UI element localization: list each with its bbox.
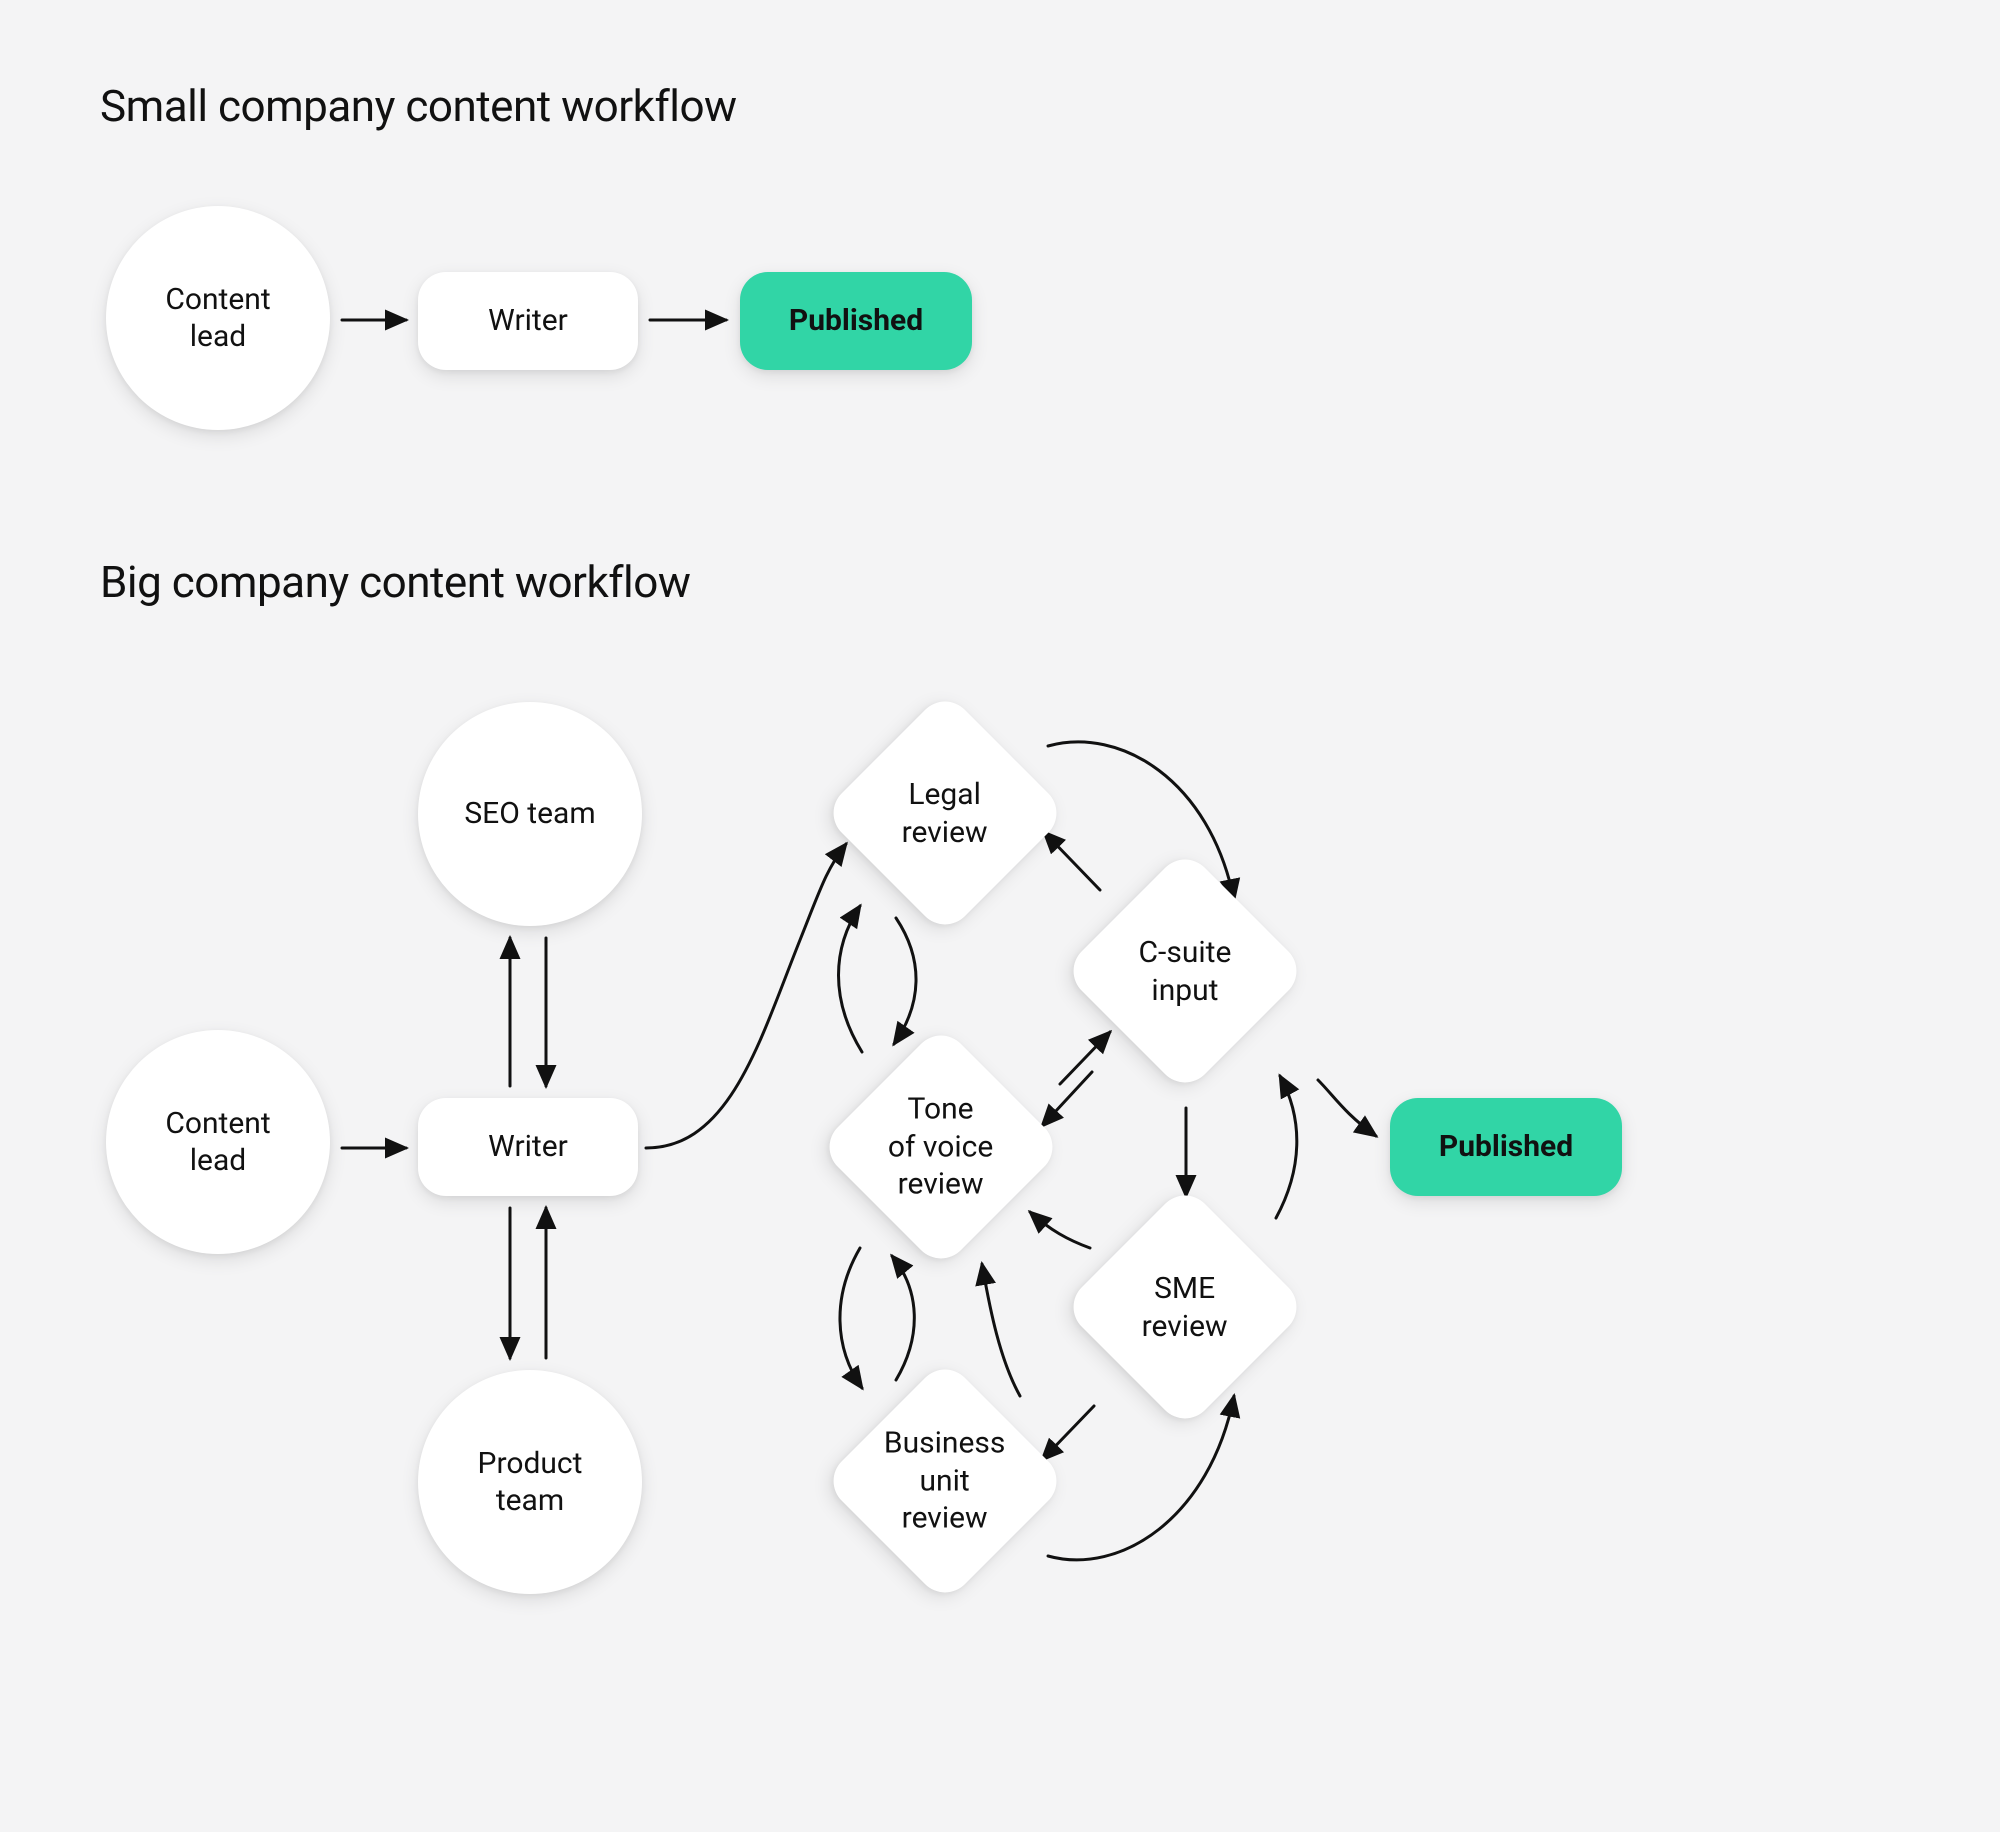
big-node-business-unit-review: Businessunitreview [822, 1358, 1068, 1604]
big-node-writer-label: Writer [488, 1128, 568, 1166]
big-node-product-team: Productteam [418, 1370, 642, 1594]
big-node-csuite-input: C-suiteinput [1062, 848, 1308, 1094]
big-node-csuite-input-label: C-suiteinput [1139, 933, 1232, 1008]
small-node-writer: Writer [418, 272, 638, 370]
arrow-b-tone-bu-1 [840, 1248, 862, 1388]
small-title: Small company content workflow [100, 80, 737, 132]
small-node-content-lead-label: Contentlead [165, 281, 270, 356]
arrow-b-csuite-legal [1044, 832, 1100, 890]
small-node-writer-label: Writer [488, 302, 568, 340]
big-node-seo-team: SEO team [418, 702, 642, 926]
small-node-published-label: Published [789, 302, 923, 340]
arrow-b-bu-tone-in [982, 1264, 1020, 1396]
big-title: Big company content workflow [100, 556, 690, 608]
arrow-b-bu-sme-bot [1048, 1396, 1234, 1560]
small-node-content-lead: Contentlead [106, 206, 330, 430]
arrow-b-sme-csuite-side [1276, 1076, 1297, 1218]
big-node-legal-review: Legalreview [822, 690, 1068, 936]
diagram-canvas: Small company content workflow Big compa… [0, 0, 2000, 1832]
big-node-seo-team-label: SEO team [464, 795, 595, 833]
big-node-product-team-label: Productteam [478, 1445, 583, 1520]
arrow-b-tone-legal-2 [894, 918, 916, 1044]
big-node-sme-review: SMEreview [1062, 1184, 1308, 1430]
big-node-published-label: Published [1439, 1128, 1573, 1166]
arrow-b-writer-reviews [646, 844, 846, 1148]
big-node-legal-review-label: Legalreview [902, 775, 988, 850]
big-node-content-lead-label: Contentlead [165, 1105, 270, 1180]
arrow-b-sme-tone-in [1030, 1212, 1090, 1248]
arrow-b-sme-bu-out [1042, 1406, 1094, 1460]
arrow-b-csuite-tone-1 [1042, 1072, 1092, 1126]
big-node-writer: Writer [418, 1098, 638, 1196]
arrow-b-tone-legal-1 [839, 906, 863, 1052]
big-node-tone-review: Toneof voicereview [818, 1024, 1064, 1270]
arrow-b-tone-csuite-1 [1060, 1032, 1110, 1084]
big-node-tone-review-label: Toneof voicereview [888, 1091, 993, 1204]
arrow-b-tone-bu-2 [892, 1256, 914, 1380]
arrow-b-to-published [1318, 1080, 1376, 1136]
small-node-published: Published [740, 272, 972, 370]
big-node-published: Published [1390, 1098, 1622, 1196]
big-node-business-unit-review-label: Businessunitreview [884, 1425, 1005, 1538]
big-node-content-lead: Contentlead [106, 1030, 330, 1254]
big-node-sme-review-label: SMEreview [1142, 1269, 1228, 1344]
